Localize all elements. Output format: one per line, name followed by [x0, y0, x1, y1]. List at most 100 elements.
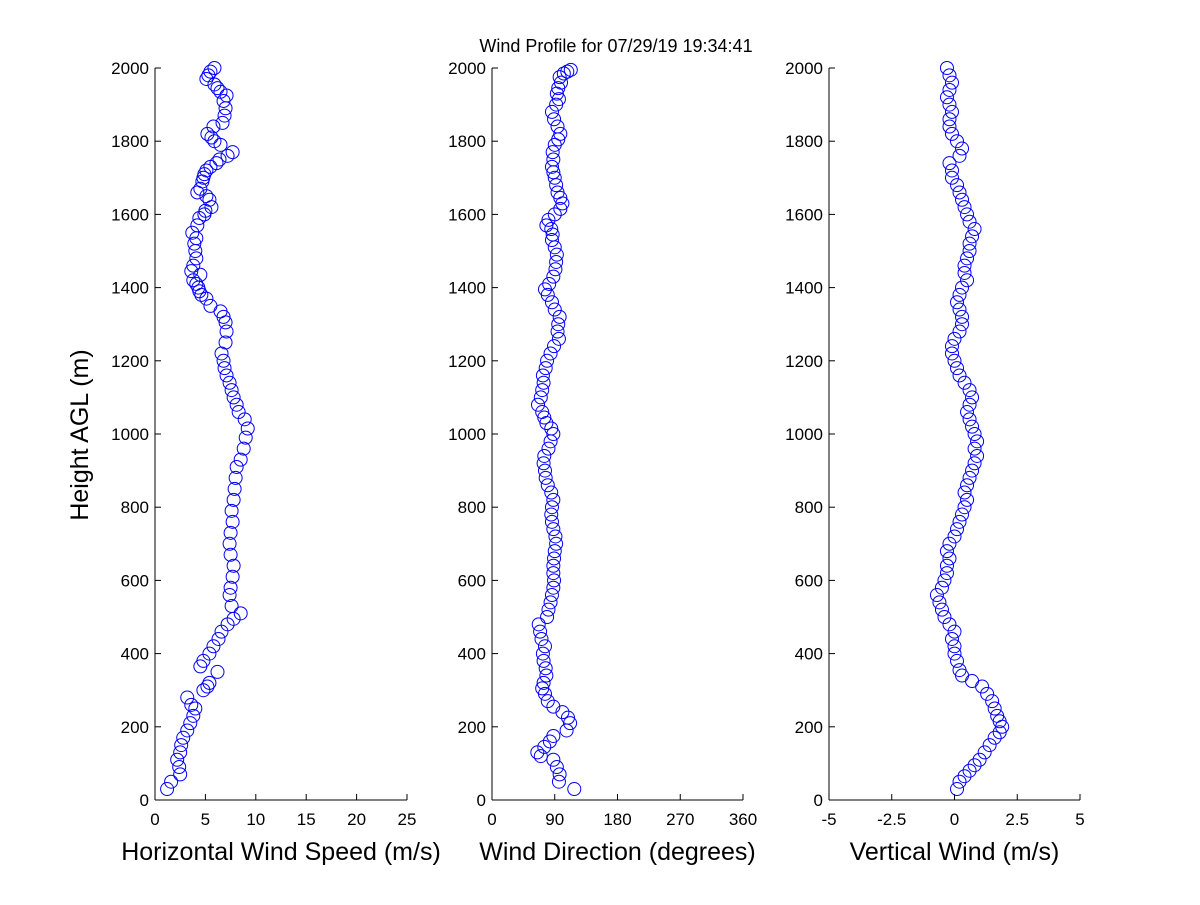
data-point [536, 375, 551, 390]
y-tick-label: 1400 [448, 279, 486, 298]
data-point [547, 112, 562, 127]
data-point [957, 375, 972, 390]
data-point [970, 434, 985, 449]
data-point [962, 236, 977, 251]
y-tick-label: 0 [140, 791, 149, 810]
data-point [965, 390, 980, 405]
y-tick-label: 1200 [448, 352, 486, 371]
data-point [546, 752, 561, 767]
data-point [229, 459, 244, 474]
data-point [546, 492, 561, 507]
data-point [546, 566, 561, 581]
data-point [546, 152, 561, 167]
data-point [544, 104, 559, 119]
data-point [185, 225, 200, 240]
data-point [950, 361, 965, 376]
data-point [193, 267, 208, 282]
data-point [550, 185, 565, 200]
data-point [934, 602, 949, 617]
data-point [567, 782, 582, 797]
data-point [952, 302, 967, 317]
data-point [560, 64, 575, 79]
data-point [199, 71, 214, 86]
data-point [967, 758, 982, 773]
data-point [950, 134, 965, 149]
data-point [957, 500, 972, 515]
data-point [210, 81, 225, 96]
panel-2: 0 200 400 600 800 1000 1200 1400 1600 1800 2000 0 90… [448, 59, 757, 866]
data-point [539, 218, 554, 233]
data-point [236, 441, 251, 456]
data-point [537, 739, 552, 754]
data-point [206, 639, 221, 654]
y-tick-label: 800 [795, 498, 823, 517]
data-point [200, 679, 215, 694]
x-tick-label: 10 [246, 810, 265, 829]
y-tick-label: 1400 [785, 279, 823, 298]
data-point [952, 663, 967, 678]
data-point [217, 108, 232, 123]
data-point [186, 273, 201, 288]
data-point [225, 514, 240, 529]
data-point [960, 405, 975, 420]
data-point [939, 544, 954, 559]
data-point [551, 774, 566, 789]
data-point [223, 580, 238, 595]
data-point [170, 752, 185, 767]
x-tick-label: -5 [821, 810, 836, 829]
data-point [937, 610, 952, 624]
data-point [173, 745, 188, 760]
chart-title: Wind Profile for 07/29/19 19:34:41 [479, 36, 752, 56]
data-point [957, 769, 972, 784]
data-point [546, 427, 561, 441]
data-point [189, 251, 204, 266]
data-point [549, 254, 564, 269]
data-point [530, 745, 545, 760]
data-point [546, 269, 561, 284]
data-point [233, 452, 248, 467]
panel-3: 0 200 400 600 800 1000 1200 1400 1600 1800 2000 -5 -… [785, 59, 1085, 866]
data-point [226, 492, 241, 507]
data-point [544, 159, 559, 174]
data-point [952, 324, 967, 339]
data-point [942, 617, 957, 632]
data-point [183, 716, 198, 731]
data-point [535, 681, 550, 696]
data-point [186, 258, 201, 273]
data-point [551, 331, 566, 346]
data-point [960, 251, 975, 266]
data-point [546, 580, 561, 595]
data-point [188, 701, 203, 716]
data-point [550, 119, 565, 134]
data-point [545, 145, 560, 160]
data-point [174, 738, 189, 753]
data-point [540, 353, 555, 368]
data-point [180, 723, 195, 738]
data-point [947, 331, 962, 346]
data-point [929, 588, 944, 603]
data-point [537, 282, 552, 297]
data-point [962, 214, 977, 229]
data-point [173, 767, 188, 782]
data-point [944, 170, 959, 185]
data-point [990, 708, 1005, 723]
data-point [238, 430, 253, 445]
data-point [552, 309, 567, 324]
data-point [537, 463, 552, 478]
data-point [537, 639, 552, 654]
data-point [982, 738, 997, 753]
data-point [218, 101, 233, 116]
data-point [534, 631, 549, 646]
data-point [955, 309, 970, 324]
data-point [207, 61, 222, 75]
data-point [972, 752, 987, 767]
data-point [942, 119, 957, 134]
data-point [550, 324, 565, 339]
data-point [535, 405, 550, 420]
data-point [542, 276, 557, 291]
y-tick-label: 1400 [111, 279, 149, 298]
data-point [209, 156, 224, 171]
data-point [944, 631, 959, 646]
data-point [535, 368, 550, 383]
